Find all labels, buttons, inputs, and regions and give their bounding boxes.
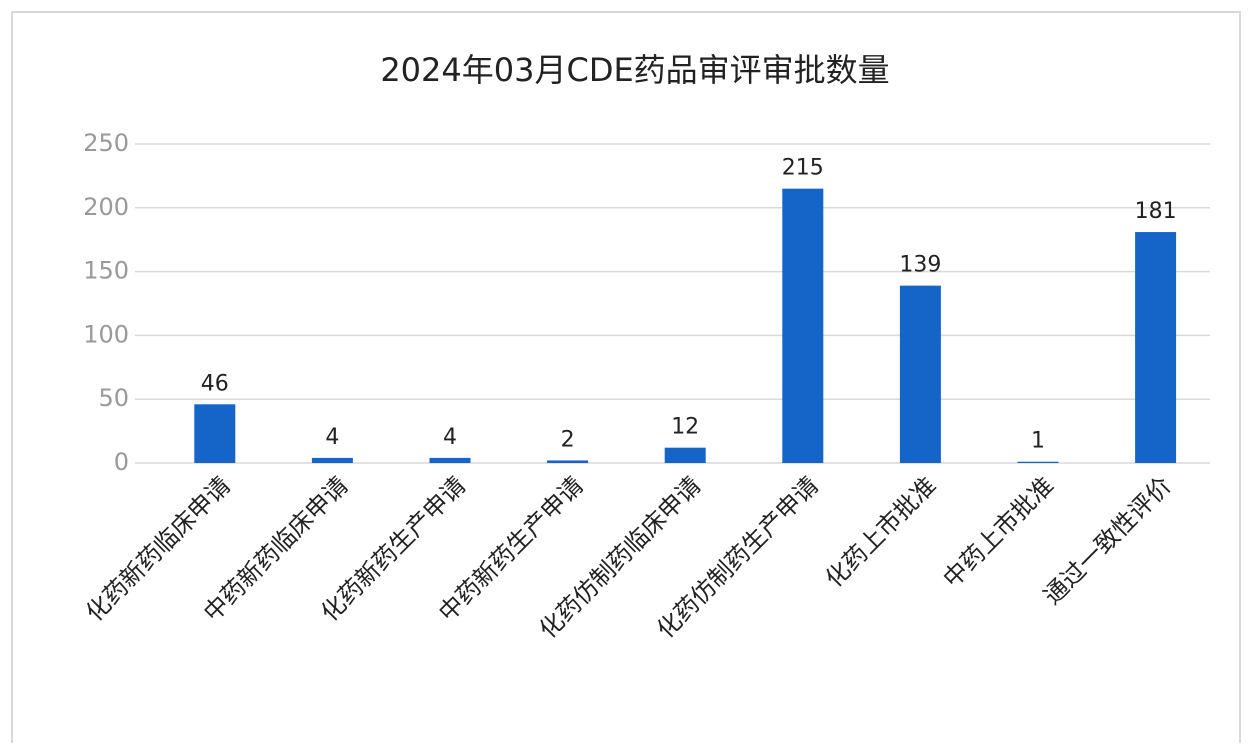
value-label: 4 [443, 425, 457, 450]
bar [1017, 461, 1059, 463]
bar [429, 457, 471, 463]
bar [547, 460, 589, 463]
value-label: 2 [561, 427, 575, 452]
y-tick-label: 200 [83, 193, 129, 221]
bar [194, 404, 236, 463]
y-tick-label: 100 [83, 320, 129, 348]
chart-title: 2024年03月CDE药品审评审批数量 [380, 51, 889, 89]
value-label: 139 [899, 253, 941, 278]
bar [664, 447, 706, 463]
value-label: 215 [782, 156, 824, 181]
y-tick-label: 0 [114, 448, 129, 476]
y-tick-label: 250 [83, 129, 129, 157]
value-label: 12 [671, 415, 699, 440]
value-label: 46 [201, 371, 229, 396]
y-tick-label: 150 [83, 257, 129, 285]
bar [1135, 232, 1177, 463]
value-label: 4 [325, 425, 339, 450]
bar [311, 457, 353, 463]
bar [899, 285, 941, 463]
y-tick-label: 50 [98, 384, 129, 412]
chart-frame [11, 11, 1241, 747]
bar [782, 188, 824, 463]
value-label: 181 [1135, 199, 1177, 224]
value-label: 1 [1031, 429, 1045, 454]
